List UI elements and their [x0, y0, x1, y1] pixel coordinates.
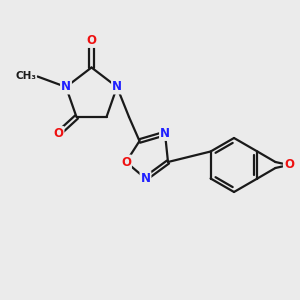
Text: O: O: [121, 155, 131, 169]
Text: CH₃: CH₃: [15, 71, 36, 81]
Text: O: O: [86, 34, 97, 47]
Text: N: N: [160, 127, 170, 140]
Text: N: N: [61, 80, 71, 94]
Text: O: O: [53, 127, 64, 140]
Text: N: N: [112, 80, 122, 94]
Text: N: N: [140, 172, 151, 185]
Text: O: O: [284, 158, 294, 172]
